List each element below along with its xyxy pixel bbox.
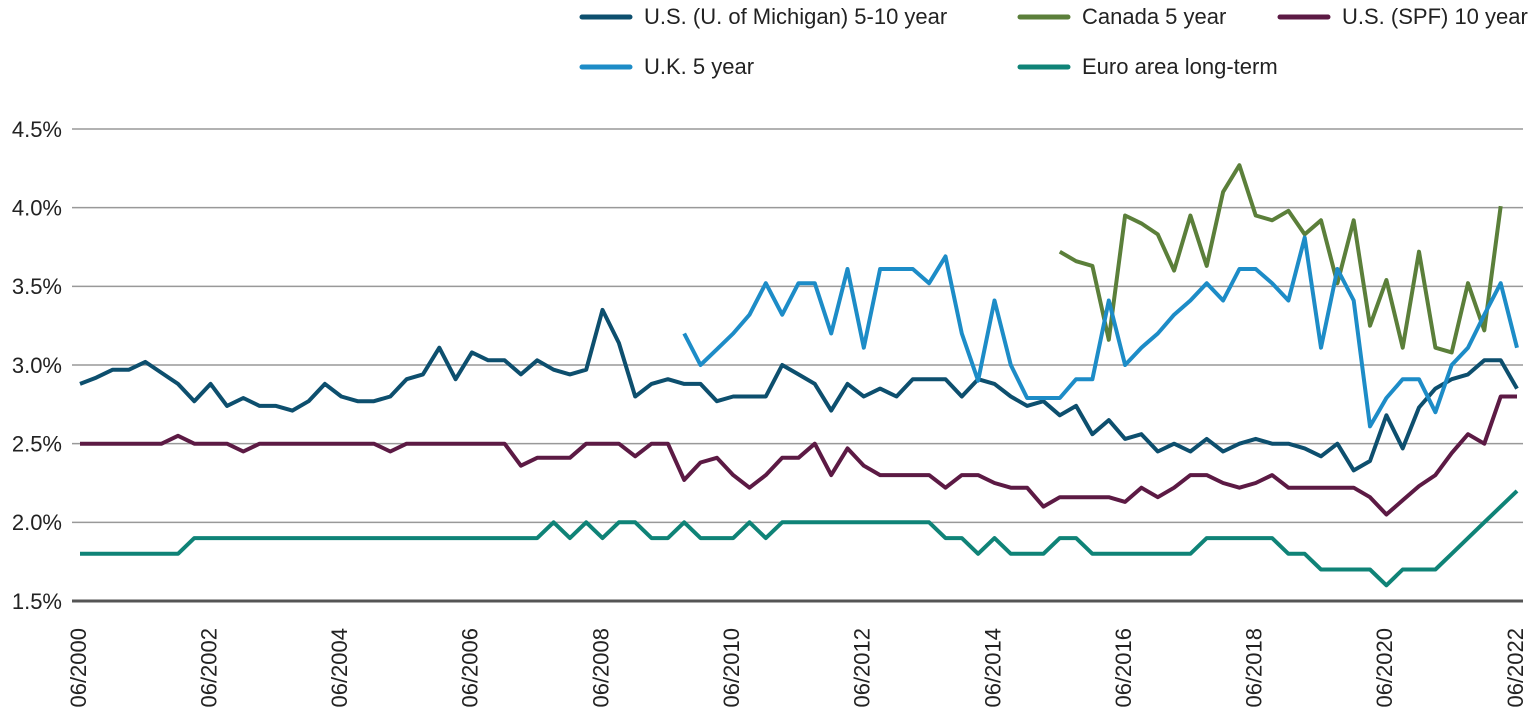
legend-label: Euro area long-term — [1082, 54, 1278, 79]
x-tick-label: 06/2008 — [588, 628, 613, 708]
y-tick-label: 4.0% — [12, 195, 62, 220]
x-tick-label: 06/2018 — [1242, 628, 1267, 708]
y-tick-label: 2.5% — [12, 431, 62, 456]
legend-label: Canada 5 year — [1082, 4, 1226, 29]
legend-label: U.S. (SPF) 10 year — [1342, 4, 1528, 29]
legend-label: U.K. 5 year — [644, 54, 754, 79]
x-tick-label: 06/2004 — [327, 628, 352, 708]
x-tick-label: 06/2016 — [1111, 628, 1136, 708]
y-tick-label: 2.0% — [12, 510, 62, 535]
series-line — [80, 394, 1517, 517]
x-tick-label: 06/2002 — [196, 628, 221, 708]
y-tick-label: 1.5% — [12, 589, 62, 614]
x-tick-label: 06/2012 — [850, 628, 875, 708]
x-tick-label: 06/2010 — [719, 628, 744, 708]
series-line — [682, 235, 1519, 429]
legend-label: U.S. (U. of Michigan) 5-10 year — [644, 4, 947, 29]
x-tick-label: 06/2020 — [1372, 628, 1397, 708]
series-line — [1058, 163, 1503, 355]
x-tick-label: 06/2014 — [980, 628, 1005, 708]
series-line — [79, 307, 1519, 473]
x-tick-label: 06/2006 — [458, 628, 483, 708]
y-tick-label: 3.5% — [12, 274, 62, 299]
series-line — [80, 489, 1519, 588]
x-tick-label: 06/2022 — [1503, 628, 1528, 708]
x-tick-label: 06/2000 — [66, 628, 91, 708]
y-tick-label: 3.0% — [12, 353, 62, 378]
y-tick-label: 4.5% — [12, 117, 62, 142]
